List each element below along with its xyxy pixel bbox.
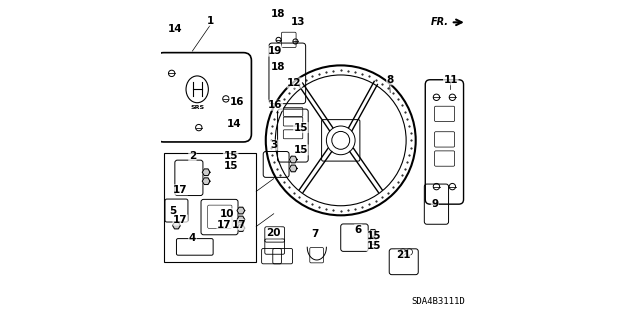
Polygon shape <box>289 165 297 172</box>
Text: 19: 19 <box>268 46 282 56</box>
Bar <box>164 153 256 262</box>
Text: 15: 15 <box>294 145 308 155</box>
Text: SDA4B3111D: SDA4B3111D <box>411 297 465 306</box>
Text: 14: 14 <box>168 24 182 34</box>
Polygon shape <box>202 178 210 184</box>
Text: 12: 12 <box>287 78 301 88</box>
Polygon shape <box>369 230 377 236</box>
Polygon shape <box>173 222 180 229</box>
Text: 20: 20 <box>266 228 281 238</box>
Text: 5: 5 <box>169 205 176 216</box>
Text: 1: 1 <box>206 16 214 26</box>
Text: FR.: FR. <box>431 17 449 27</box>
Text: 17: 17 <box>173 215 188 225</box>
Text: 11: 11 <box>444 75 458 85</box>
Polygon shape <box>369 238 377 244</box>
Text: SRS: SRS <box>190 105 204 110</box>
Text: 15: 15 <box>294 122 308 133</box>
Text: 18: 18 <box>271 9 286 19</box>
Polygon shape <box>237 207 244 214</box>
Polygon shape <box>237 216 244 223</box>
Polygon shape <box>289 156 297 163</box>
Text: 17: 17 <box>217 220 232 230</box>
Text: 15: 15 <box>223 151 238 161</box>
Polygon shape <box>202 169 210 175</box>
Text: 8: 8 <box>387 75 394 85</box>
Text: 16: 16 <box>268 100 283 110</box>
Text: 15: 15 <box>366 241 381 251</box>
Text: 17: 17 <box>173 185 188 195</box>
Text: 18: 18 <box>271 62 286 72</box>
Text: 2: 2 <box>189 151 196 161</box>
Text: 13: 13 <box>291 17 305 27</box>
Text: 6: 6 <box>355 225 362 235</box>
Text: 7: 7 <box>312 229 319 240</box>
Text: 15: 15 <box>223 161 238 171</box>
Text: 3: 3 <box>270 140 277 150</box>
Text: 14: 14 <box>227 119 241 130</box>
Text: 15: 15 <box>366 231 381 241</box>
Text: 17: 17 <box>231 220 246 230</box>
Text: 16: 16 <box>230 97 244 107</box>
Text: 10: 10 <box>220 209 235 219</box>
Text: 21: 21 <box>396 250 410 260</box>
Text: 9: 9 <box>431 199 438 209</box>
Polygon shape <box>237 225 244 231</box>
Text: 4: 4 <box>189 233 196 243</box>
